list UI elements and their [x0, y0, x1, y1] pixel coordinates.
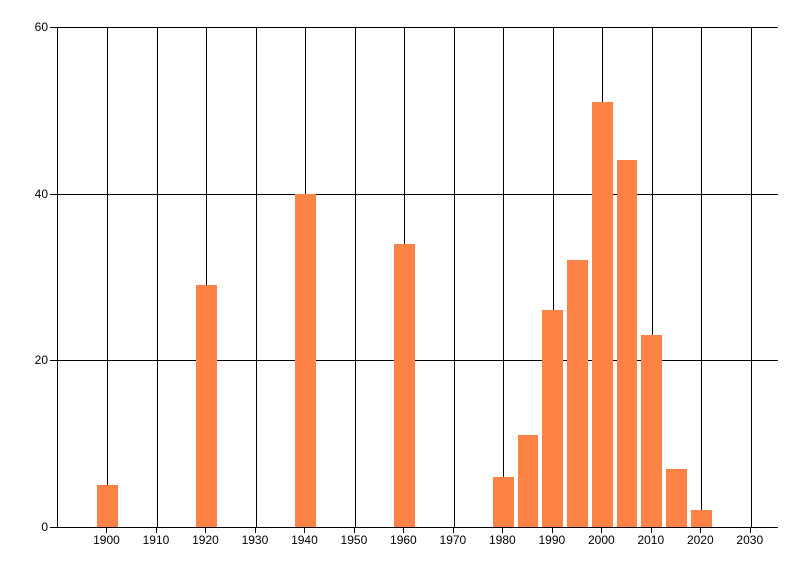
x-axis-tick-1980 [502, 528, 504, 533]
x-tick-label-1940: 1940 [291, 533, 318, 547]
x-axis-tick-1950 [353, 528, 355, 533]
bar-2010 [641, 335, 663, 527]
x-axis-tick-1920 [205, 528, 207, 533]
x-tick-label-2000: 2000 [587, 533, 615, 547]
gridline-y-20 [58, 360, 778, 362]
gridline-x-1910 [156, 27, 158, 527]
bar-1900 [97, 485, 118, 527]
x-axis-tick-1930 [254, 528, 256, 533]
gridline-y-40 [58, 193, 778, 195]
gridline-x-2020 [701, 27, 703, 527]
x-axis-tick-1910 [155, 528, 157, 533]
y-tick-label-0: 0 [41, 520, 48, 534]
x-axis-tick-2030 [749, 528, 751, 533]
gridline-x-1900 [107, 27, 109, 527]
gridline-x-1990 [552, 27, 554, 527]
bar-1920 [196, 285, 217, 527]
bar-2000 [591, 102, 613, 527]
gridline-x-1980 [503, 27, 505, 527]
bar-1995 [567, 260, 588, 527]
gridline-x-2030 [750, 27, 752, 527]
x-tick-label-2020: 2020 [686, 533, 714, 547]
x-tick-label-1980: 1980 [489, 533, 516, 547]
y-axis-tick-20 [50, 360, 57, 362]
bar-1990 [542, 310, 564, 527]
bar-2020 [690, 510, 712, 527]
gridline-y-60 [58, 27, 778, 28]
x-tick-label-1900: 1900 [93, 533, 120, 547]
x-tick-label-2010: 2010 [637, 533, 665, 547]
x-tick-label-1990: 1990 [538, 533, 566, 547]
bar-2015 [666, 468, 687, 527]
gridline-x-1950 [354, 27, 356, 527]
x-axis-tick-2000 [601, 528, 603, 533]
bar-1960 [394, 243, 415, 527]
y-axis-tick-40 [50, 193, 57, 195]
y-tick-label-20: 20 [34, 353, 48, 368]
plot-area [57, 27, 778, 528]
x-tick-label-1970: 1970 [439, 533, 467, 547]
x-axis-tick-1960 [403, 528, 405, 533]
bar-1980 [492, 477, 514, 527]
bar-2005 [616, 160, 638, 527]
x-axis-tick-1990 [551, 528, 553, 533]
gridline-x-2010 [651, 27, 653, 527]
gridline-x-1920 [206, 27, 208, 527]
x-axis-tick-1970 [452, 528, 454, 533]
bar-1985 [517, 435, 539, 527]
y-axis-tick-0 [50, 527, 57, 528]
y-tick-label-40: 40 [34, 186, 48, 201]
gridline-x-1930 [255, 27, 257, 527]
bar-1940 [295, 193, 316, 527]
x-axis-tick-1940 [304, 528, 306, 533]
x-axis-tick-2020 [700, 528, 702, 533]
x-tick-label-1950: 1950 [340, 533, 368, 547]
gridline-x-1970 [453, 27, 455, 527]
x-tick-label-1930: 1930 [241, 533, 269, 547]
x-tick-label-1960: 1960 [390, 533, 417, 547]
y-tick-label-60: 60 [34, 20, 48, 34]
x-tick-label-1920: 1920 [192, 533, 219, 547]
x-axis-tick-2010 [650, 528, 652, 533]
x-tick-label-2030: 2030 [736, 533, 764, 547]
x-tick-label-1910: 1910 [142, 533, 170, 547]
x-axis-tick-1900 [106, 528, 108, 533]
y-axis-tick-60 [50, 27, 57, 28]
